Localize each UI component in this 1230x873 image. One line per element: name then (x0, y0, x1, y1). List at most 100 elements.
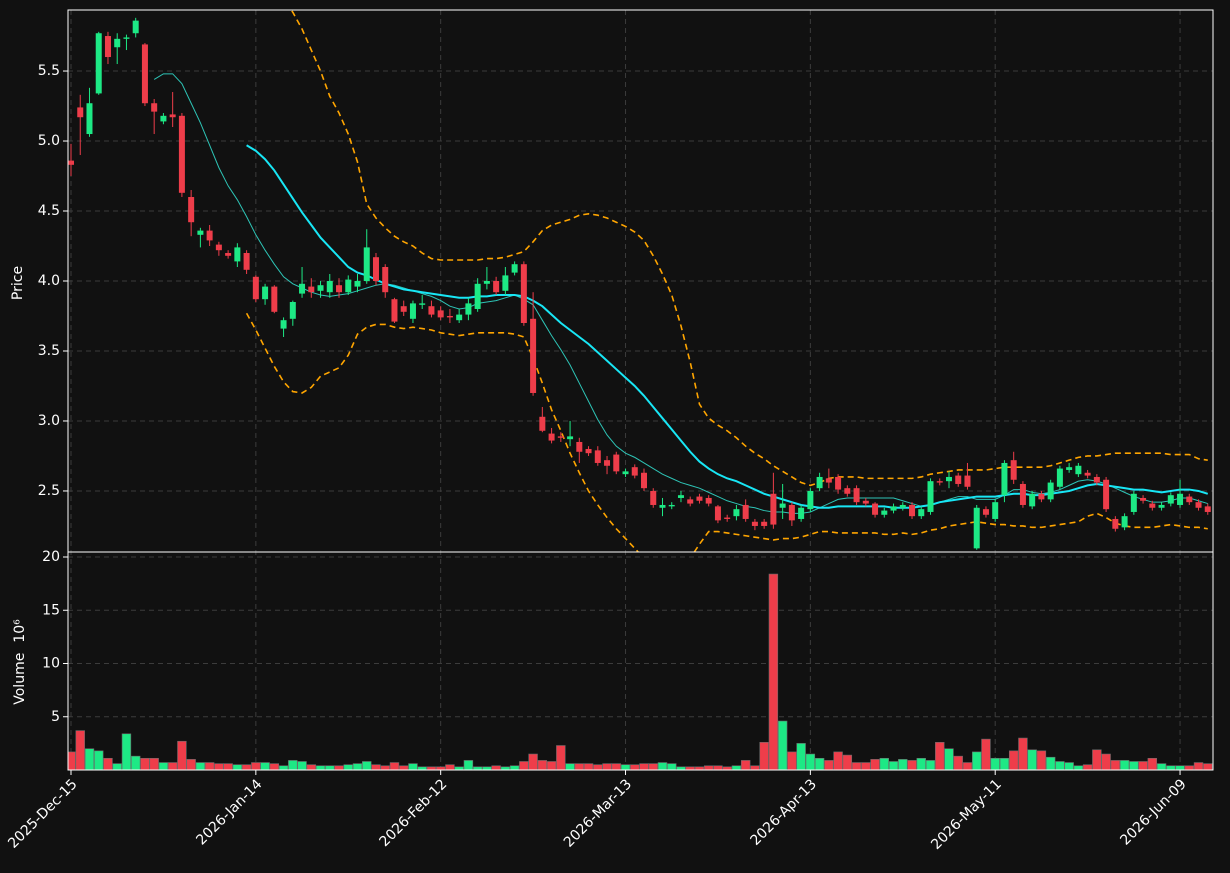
candle-body (1204, 506, 1211, 512)
candle-body (973, 507, 980, 549)
candle-body (724, 517, 731, 519)
volume-bar (981, 738, 991, 770)
volume-bar (1193, 762, 1204, 770)
volume-bar (509, 765, 520, 770)
candle-body (1186, 496, 1193, 503)
volume-bar (999, 757, 1010, 770)
candle-body (354, 281, 361, 287)
volume-bar (112, 763, 122, 770)
volume-bar (297, 761, 307, 770)
price-axis-label: Price (10, 266, 26, 300)
candle-body (1075, 465, 1082, 475)
candle-body (909, 504, 916, 517)
volume-bar (288, 760, 298, 770)
volume-label: Volume (12, 653, 28, 705)
volume-bar (408, 763, 418, 770)
volume-bar (389, 762, 400, 770)
volume-bar (546, 761, 557, 770)
volume-bar (195, 762, 206, 770)
volume-bar (371, 764, 381, 770)
candle-body (465, 303, 472, 315)
volume-bar (315, 765, 326, 770)
volume-bar (962, 762, 973, 770)
candle-body (687, 499, 694, 504)
candle-body (1093, 476, 1100, 483)
volume-bar (953, 755, 963, 770)
y-tick-label: 5.5 (38, 63, 60, 79)
volume-bar (935, 742, 945, 770)
candle-body (308, 286, 315, 293)
candle-body (696, 496, 703, 501)
candle-body (197, 230, 204, 235)
volume-bar (445, 764, 455, 770)
volume-bar (750, 765, 760, 770)
volume-bar (149, 757, 159, 770)
candle-body (502, 275, 509, 291)
y-tick-label: 3.0 (38, 413, 60, 429)
candle-body (289, 301, 296, 319)
candle-body (539, 416, 546, 431)
volume-bar (907, 760, 917, 770)
y-tick-label: 2.5 (38, 483, 60, 499)
candle-body (816, 476, 823, 489)
candle-body (132, 20, 139, 34)
candle-body (779, 503, 786, 508)
volume-bar (251, 762, 261, 770)
volume-bar (334, 765, 344, 770)
volume-bar (186, 759, 196, 770)
volume-bar (75, 730, 85, 770)
candle-body (788, 504, 795, 521)
candle-body (77, 107, 84, 118)
candle-body (1066, 467, 1073, 470)
volume-bar (1082, 764, 1093, 770)
candle-body (604, 460, 611, 466)
candle-body (918, 509, 925, 517)
volume-bar (870, 759, 880, 770)
candle-body (807, 490, 814, 510)
volume-bar (103, 757, 113, 770)
volume-bar (768, 573, 779, 770)
volume-bar (1119, 760, 1130, 770)
y-tick-label: 4.0 (38, 273, 60, 289)
volume-bar (593, 764, 603, 770)
volume-bar (1092, 749, 1102, 770)
candle-body (456, 314, 463, 321)
volume-bar (639, 763, 649, 770)
volume-bar (851, 762, 862, 770)
volume-bar (990, 757, 1000, 770)
candle-body (936, 481, 943, 483)
volume-bar (898, 759, 908, 770)
volume-bar (1008, 750, 1019, 770)
candle-body (68, 160, 74, 165)
volume-bar (399, 765, 409, 770)
volume-bar (260, 762, 270, 770)
volume-bar (352, 763, 363, 770)
volume-bar (278, 765, 289, 770)
candle-body (1056, 468, 1063, 487)
y-tick-label: 20 (42, 549, 60, 565)
candle-body (761, 521, 768, 526)
candle-body (1121, 516, 1128, 528)
candle-body (576, 441, 583, 452)
price-panel (68, 10, 1211, 552)
volume-bar (241, 764, 252, 770)
candle-body (992, 502, 999, 519)
volume-bar (306, 764, 316, 770)
volume-bar (1036, 750, 1047, 770)
candle-body (382, 267, 389, 293)
candle-body (1038, 493, 1045, 500)
candle-body (206, 230, 213, 241)
volume-bar (759, 742, 769, 770)
candle-body (825, 478, 832, 483)
volume-bar (94, 750, 104, 770)
candle-body (557, 436, 564, 438)
volume-bar (130, 755, 141, 770)
candle-body (95, 33, 102, 94)
volume-bar (1018, 737, 1028, 770)
candle-body (955, 475, 962, 484)
candle-body (151, 103, 158, 112)
candle-body (114, 38, 121, 48)
candle-body (613, 454, 620, 472)
volume-bar (1055, 761, 1065, 770)
candle-body (1158, 504, 1165, 508)
